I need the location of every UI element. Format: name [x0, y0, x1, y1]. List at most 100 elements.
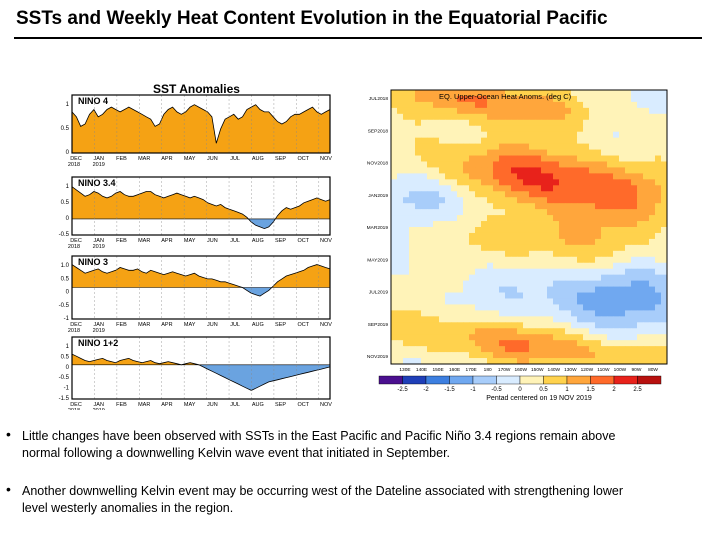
- heatmap-cell: [463, 227, 470, 234]
- heatmap-cell: [499, 340, 506, 347]
- heatmap-cell: [595, 161, 602, 168]
- heatmap-cell: [457, 262, 464, 270]
- heatmap-cell: [469, 185, 476, 192]
- heatmap-cell: [487, 125, 494, 133]
- sst-positive-area: [72, 186, 330, 219]
- heatmap-cell: [391, 268, 398, 276]
- heatmap-cell: [637, 286, 644, 293]
- heatmap-cell: [391, 232, 398, 240]
- heatmap-cell: [553, 95, 560, 103]
- heatmap-cell: [589, 119, 596, 127]
- heatmap-ytick-label: JUL2019: [369, 290, 389, 296]
- heatmap-cell: [481, 107, 488, 115]
- heatmap-cell: [511, 197, 518, 204]
- heatmap-cell: [433, 298, 440, 305]
- heatmap-cell: [487, 304, 494, 311]
- heatmap-cell: [409, 238, 416, 246]
- heatmap-cell: [511, 328, 518, 335]
- heatmap-cell: [505, 244, 512, 252]
- heatmap-cell: [517, 95, 524, 103]
- heatmap-cell: [535, 298, 542, 305]
- heatmap-cell: [505, 286, 512, 293]
- heatmap-cell: [601, 292, 608, 299]
- heatmap-cell: [607, 179, 614, 186]
- heatmap-cell: [421, 179, 428, 186]
- heatmap-cell: [553, 137, 560, 145]
- heatmap-cell: [607, 346, 614, 353]
- heatmap-cell: [427, 346, 434, 353]
- heatmap-cell: [625, 262, 632, 270]
- heatmap-cell: [613, 113, 620, 121]
- heatmap-cell: [553, 113, 560, 121]
- heatmap-cell: [493, 274, 500, 282]
- heatmap-cell: [511, 161, 518, 168]
- heatmap-cell: [583, 191, 590, 198]
- heatmap-cell: [589, 155, 596, 162]
- heatmap-cell: [649, 137, 656, 145]
- heatmap-cell: [445, 238, 452, 246]
- heatmap-cell: [571, 173, 578, 180]
- heatmap-cell: [589, 280, 596, 287]
- heatmap-cell: [595, 340, 602, 347]
- heatmap-cell: [625, 316, 632, 323]
- heatmap-cell: [541, 328, 548, 335]
- heatmap-cell: [505, 256, 512, 264]
- heatmap-cell: [481, 310, 488, 317]
- heatmap-cell: [529, 262, 536, 270]
- heatmap-cell: [397, 274, 404, 282]
- heatmap-cell: [403, 215, 410, 222]
- heatmap-cell: [547, 197, 554, 204]
- heatmap-cell: [415, 113, 422, 121]
- heatmap-cell: [655, 328, 662, 335]
- heatmap-cell: [499, 274, 506, 282]
- heatmap-cell: [391, 238, 398, 246]
- heatmap-cell: [391, 250, 398, 258]
- heatmap-cell: [499, 95, 506, 103]
- heatmap-cell: [577, 215, 584, 222]
- heatmap-cell: [505, 191, 512, 198]
- heatmap-cell: [511, 250, 518, 258]
- heatmap-cell: [589, 304, 596, 311]
- heatmap-cell: [655, 221, 662, 228]
- heatmap-cell: [571, 119, 578, 127]
- heatmap-cell: [469, 292, 476, 299]
- heatmap-cell: [649, 274, 656, 282]
- heatmap-cell: [643, 346, 650, 353]
- heatmap-cell: [547, 238, 554, 246]
- heatmap-cell: [523, 286, 530, 293]
- heatmap-cell: [505, 334, 512, 341]
- heatmap-cell: [553, 173, 560, 180]
- heatmap-cell: [661, 232, 668, 240]
- heatmap-cell: [631, 221, 638, 228]
- heatmap-cell: [571, 185, 578, 192]
- colorbar-tick-label: -0.5: [491, 387, 502, 393]
- heatmap-cell: [463, 280, 470, 287]
- heatmap-cell: [451, 334, 458, 341]
- heatmap-cell: [493, 125, 500, 133]
- heatmap-cell: [499, 280, 506, 287]
- heatmap-cell: [403, 358, 410, 365]
- heatmap-cell: [589, 358, 596, 365]
- heatmap-cell: [487, 340, 494, 347]
- heatmap-cell: [619, 268, 626, 276]
- heatmap-cell: [481, 203, 488, 210]
- heatmap-cell: [571, 179, 578, 186]
- heatmap-cell: [481, 227, 488, 234]
- heatmap-cell: [535, 280, 542, 287]
- heatmap-cell: [601, 352, 608, 359]
- heatmap-cell: [613, 209, 620, 216]
- sst-xtick-label: APR: [161, 156, 172, 162]
- heatmap-cell: [547, 280, 554, 287]
- heatmap-cell: [463, 232, 470, 240]
- heatmap-cell: [631, 101, 638, 109]
- heatmap-cell: [523, 352, 530, 359]
- heatmap-cell: [571, 238, 578, 246]
- heatmap-cell: [655, 131, 662, 139]
- heatmap-cell: [655, 90, 662, 97]
- heatmap-cell: [643, 340, 650, 347]
- heatmap-cell: [547, 101, 554, 109]
- heatmap-cell: [427, 179, 434, 186]
- heatmap-cell: [559, 238, 566, 246]
- heatmap-cell: [601, 346, 608, 353]
- heatmap-cell: [421, 346, 428, 353]
